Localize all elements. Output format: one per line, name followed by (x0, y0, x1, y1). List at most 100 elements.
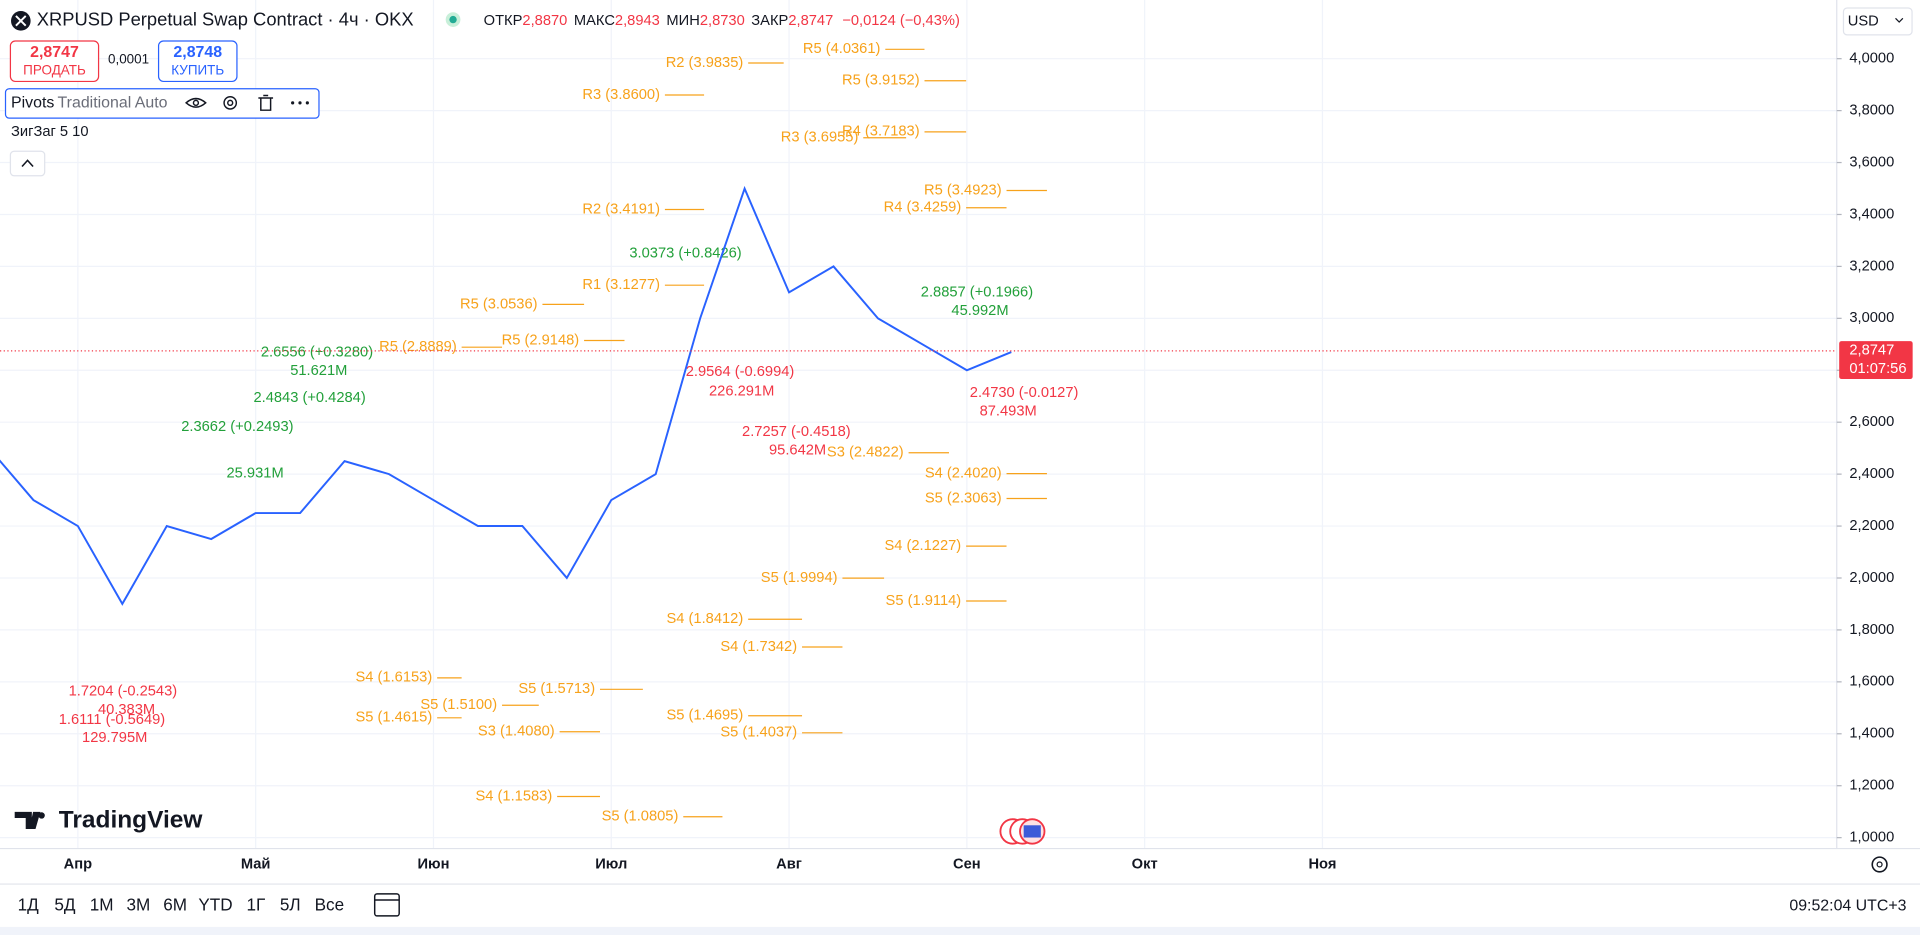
timeframe-button[interactable]: Все (315, 895, 345, 915)
pivot-label: R3 (3.8600) (582, 87, 660, 103)
pivot-label: R1 (3.1277) (582, 277, 660, 293)
status-dot (449, 15, 457, 24)
y-tick-label: 1,8000 (1849, 622, 1894, 638)
x-tick-label: Апр (64, 856, 92, 872)
pivot-label: R4 (3.7183) (842, 124, 920, 140)
pivots-icons (185, 94, 274, 111)
sell-label: ПРОДАТЬ (23, 63, 86, 78)
pivots-name: Pivots (11, 95, 54, 112)
settings-icon-core (227, 99, 234, 107)
pivot-label: S4 (2.4020) (925, 465, 1002, 481)
pivot-label: S5 (1.4695) (666, 708, 743, 724)
pivot-label: S4 (1.7342) (720, 639, 797, 655)
timeframe-button[interactable]: 1М (90, 895, 114, 915)
currency-caret (1895, 17, 1904, 23)
zigzag-label: 40.383M (98, 702, 155, 718)
symbol-icon-glyph (15, 15, 27, 27)
buy-button[interactable] (157, 40, 238, 83)
zigzag-legend[interactable]: ЗигЗаг 5 10 (11, 124, 89, 140)
ohlc-change: −0,0124 (−0,43%) (842, 13, 960, 29)
ohlc-value: 2,8943 (615, 13, 660, 29)
zigzag-label: 2.8857 (+0.1966) (921, 285, 1033, 301)
ohlc-value: 2,8747 (788, 13, 833, 29)
logo-mark (14, 811, 41, 829)
settings-icon[interactable] (223, 95, 238, 110)
axis-settings[interactable] (1871, 856, 1888, 873)
buy-label: КУПИТЬ (171, 63, 224, 78)
x-tick-label: Июл (595, 856, 627, 872)
timeframe-button[interactable]: 5Л (280, 895, 301, 915)
more-icon[interactable] (291, 101, 309, 105)
collapse-button[interactable] (9, 150, 46, 177)
eye-icon[interactable] (185, 97, 207, 108)
pivot-label: S5 (1.5100) (420, 697, 497, 713)
y-tick-label: 1,0000 (1849, 830, 1894, 846)
currency-button[interactable] (1842, 7, 1913, 36)
pivot-label: R3 (3.6955) (781, 130, 859, 146)
y-tick-label: 2,0000 (1849, 570, 1894, 586)
timeframe-button[interactable]: 3М (126, 895, 150, 915)
timeframe-button[interactable]: 1Г (247, 895, 266, 915)
ohlc: ОТКР2,8870 МАКС2,8943 МИН2,8730 ЗАКР2,87… (484, 13, 960, 29)
price-line (0, 185, 1012, 606)
timeframe-button[interactable]: 5Д (54, 895, 76, 915)
zigzag-label: 87.493M (980, 403, 1037, 419)
zigzag-label: 1.7204 (-0.2543) (69, 684, 178, 700)
pivot-label: R5 (2.8889) (379, 339, 457, 355)
dot (298, 101, 302, 105)
ohlc-value: 2,8870 (522, 13, 567, 29)
delete-icon[interactable] (258, 94, 274, 111)
dot (291, 101, 295, 105)
pivot-label: S4 (2.1227) (884, 538, 961, 554)
pivots-legend[interactable] (4, 88, 320, 119)
ohlc-label: ЗАКР (751, 13, 788, 29)
sell-button[interactable] (9, 40, 100, 83)
ohlc-label: МИН (666, 13, 699, 29)
x-tick-label: Окт (1132, 856, 1158, 872)
pivot-label: S4 (1.6153) (355, 670, 432, 686)
eye-icon-pupil (192, 99, 200, 107)
pivot-label: R2 (3.4191) (582, 201, 660, 217)
y-tick-label: 3,2000 (1849, 258, 1894, 274)
ohlc-value: 2,8730 (700, 13, 745, 29)
clock[interactable]: 09:52:04 UTC+3 (1789, 897, 1906, 914)
ohlc-label: МАКС (574, 13, 615, 29)
zigzag-label: 3.0373 (+0.8426) (629, 245, 741, 261)
timeframe-button[interactable]: 6М (163, 895, 187, 915)
pivot-label: S3 (2.4822) (827, 445, 904, 461)
spread: 0,0001 (108, 52, 149, 67)
pivot-label: R5 (2.9148) (502, 332, 580, 348)
date-range-icon[interactable] (373, 893, 400, 917)
y-tick-label: 3,0000 (1849, 310, 1894, 326)
buy-price: 2,8748 (173, 44, 222, 61)
y-tick-label: 2,2000 (1849, 518, 1894, 534)
countdown: 01:07:56 (1849, 361, 1906, 377)
zigzag-label: 2.4730 (-0.0127) (970, 385, 1079, 401)
pivot-label: S5 (2.3063) (925, 490, 1002, 506)
pivots-params: Traditional Auto (58, 95, 168, 112)
pivot-label: S5 (1.9114) (886, 593, 962, 609)
x-tick-label: Ноя (1308, 856, 1336, 872)
last-price-label: 2,8747 (1849, 343, 1894, 359)
pivot-label: R4 (3.4259) (884, 200, 962, 216)
logo-mark-dot (38, 812, 45, 819)
y-tick-label: 1,4000 (1849, 726, 1894, 742)
zigzag-label: 51.621M (290, 363, 347, 379)
pivot-label: S4 (1.1583) (475, 788, 552, 804)
pivot-label: S5 (1.4615) (355, 710, 432, 726)
axes: 1,0000 1,2000 1,4000 1,6000 1,8000 2,0000 2,20… (64, 51, 1913, 872)
timeframe-button[interactable]: 1Д (18, 895, 40, 915)
x-tick-label: Май (241, 856, 271, 872)
zigzag-label: 25.931M (227, 466, 284, 482)
symbol-title[interactable]: XRPUSD Perpetual Swap Contract · 4ч · OK… (37, 9, 414, 30)
pivot-label: S5 (1.0805) (602, 809, 679, 825)
pivot-label: S5 (1.5713) (518, 681, 595, 697)
zigzag-label: 2.7257 (-0.4518) (742, 424, 851, 440)
bottom-strip (0, 926, 1920, 935)
last-price-tag (1839, 341, 1913, 380)
timeframe-button[interactable]: YTD (198, 895, 232, 915)
axis-settings-core (1876, 861, 1883, 868)
logo: TradingView (59, 806, 204, 833)
x-tick-label: Сен (953, 856, 981, 872)
